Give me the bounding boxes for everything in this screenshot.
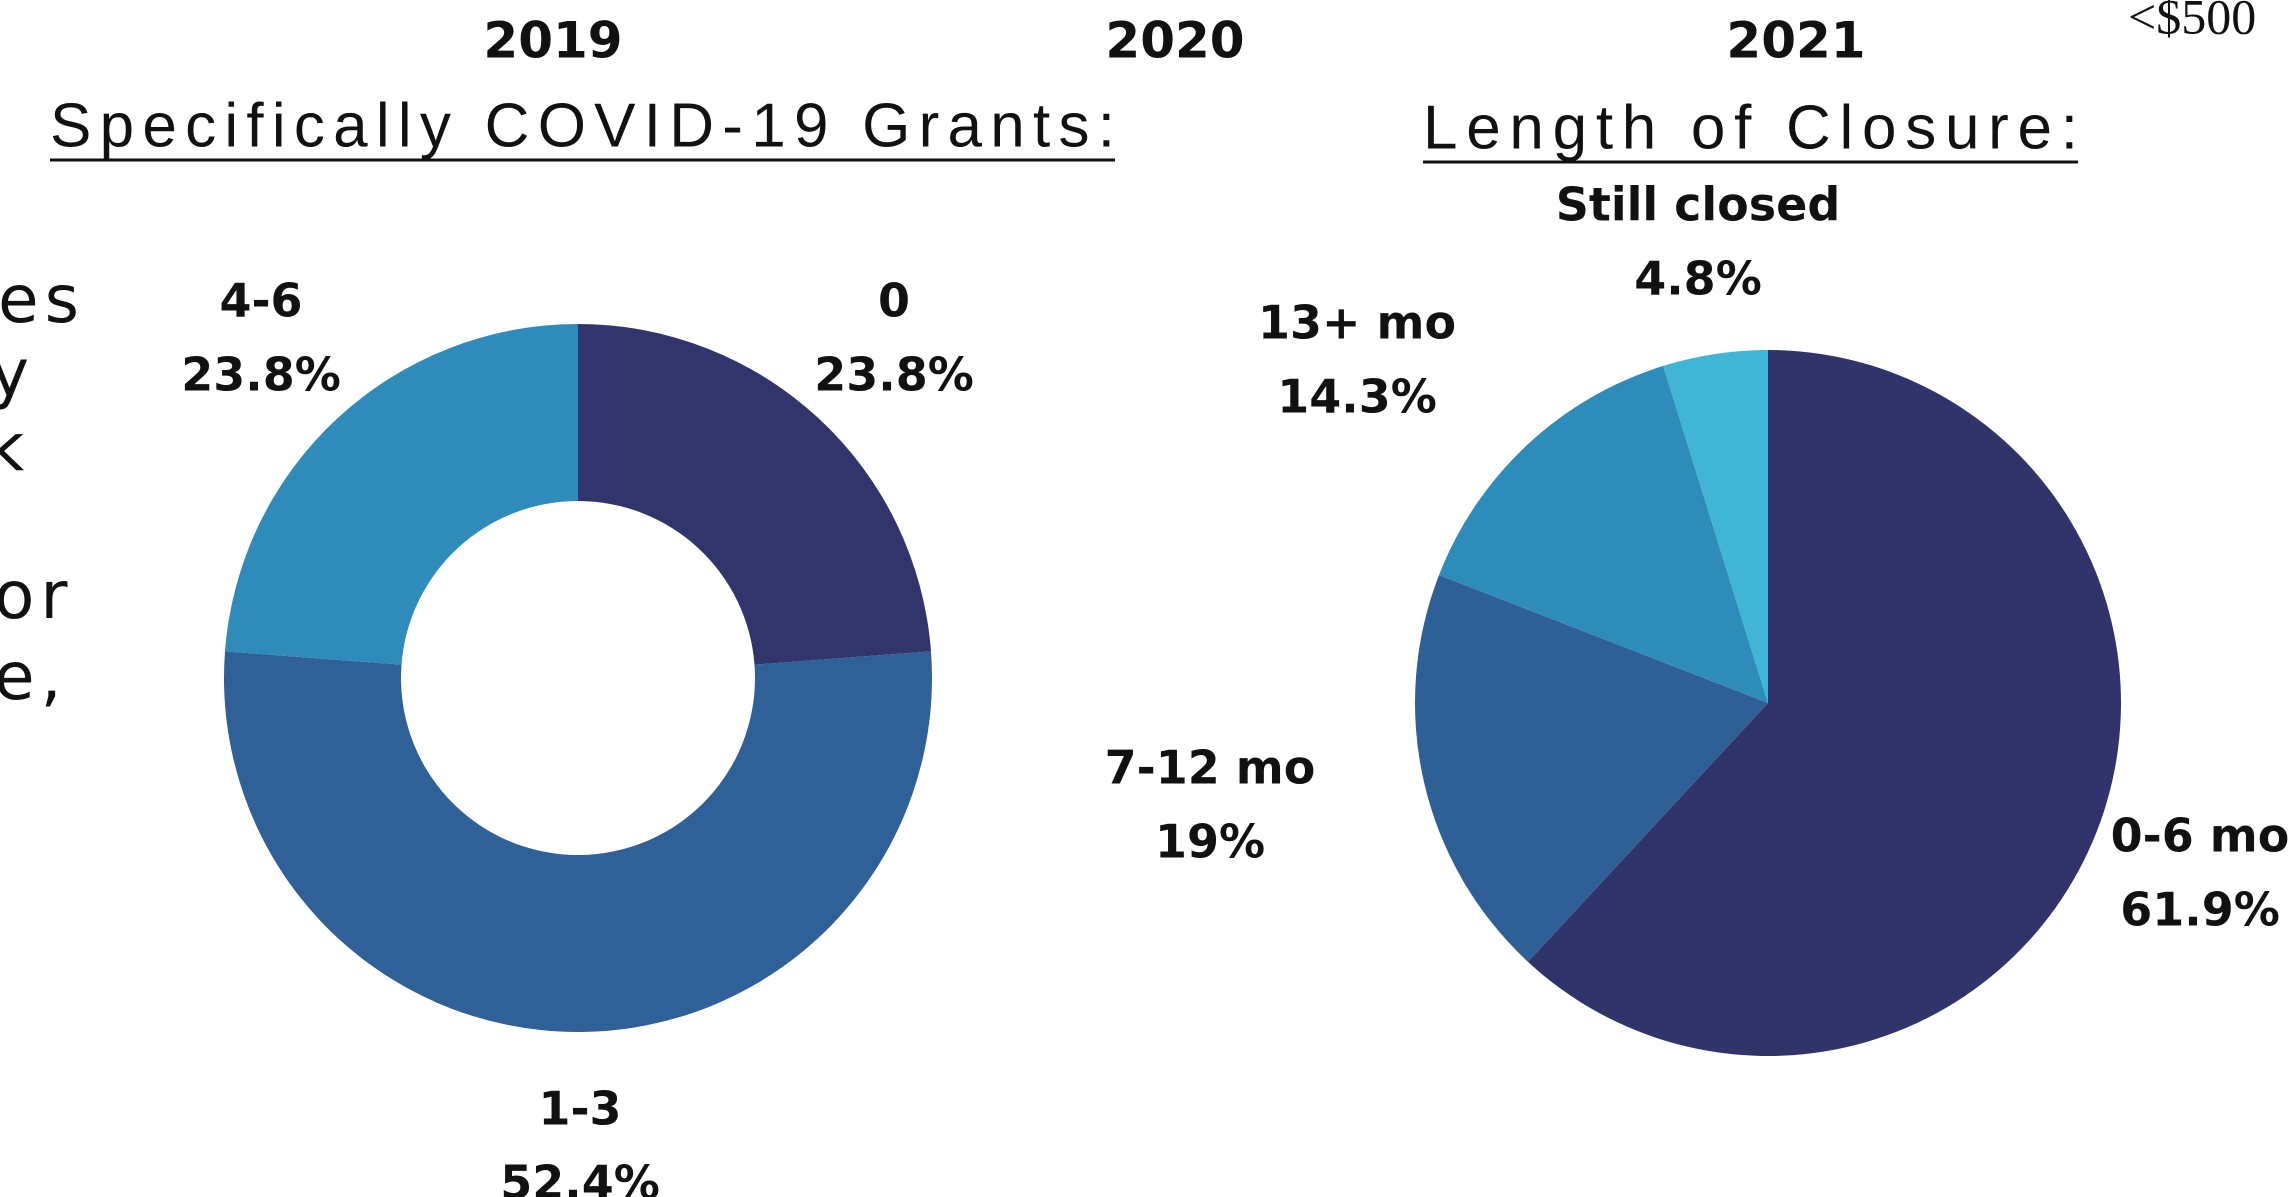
slice-value-label: 23.8%	[814, 348, 974, 402]
year-label: 2021	[1726, 12, 1865, 70]
text-fragment: y	[0, 335, 35, 412]
year-label: 2019	[483, 12, 622, 70]
text-fragment: <$500	[2128, 0, 2256, 44]
text-fragment: e,	[0, 638, 68, 715]
chart-title: Length of Closure:	[1423, 93, 2078, 162]
slice-value-label: 4.8%	[1634, 252, 1762, 306]
slice-category-label: 4-6	[219, 274, 302, 328]
pie-slice	[1527, 350, 2121, 1056]
pie-slice	[1415, 575, 1768, 962]
pie-slice	[1663, 350, 1768, 703]
slice-value-label: 23.8%	[181, 348, 341, 402]
text-fragment: es	[0, 261, 85, 338]
slice-value-label: 19%	[1155, 815, 1265, 869]
slice-value-label: 52.4%	[500, 1156, 660, 1197]
pie-slice	[225, 324, 579, 665]
slice-category-label: 0-6 mo	[2111, 809, 2290, 863]
pie-slice	[224, 651, 932, 1032]
slice-value-label: 14.3%	[1277, 370, 1437, 424]
pie-slice	[578, 324, 931, 665]
text-fragment: or	[0, 557, 74, 634]
slice-category-label: 0	[878, 274, 910, 328]
text-fragment: k	[0, 409, 30, 486]
chart-title: Specifically COVID-19 Grants:	[50, 91, 1115, 160]
slice-category-label: 13+ mo	[1258, 296, 1456, 350]
year-label: 2020	[1105, 12, 1244, 70]
slice-value-label: 61.9%	[2120, 883, 2280, 937]
pie-slice	[1438, 365, 1768, 703]
slice-category-label: 7-12 mo	[1105, 741, 1316, 795]
slice-category-label: 1-3	[538, 1082, 621, 1136]
slice-category-label: Still closed	[1556, 178, 1841, 232]
